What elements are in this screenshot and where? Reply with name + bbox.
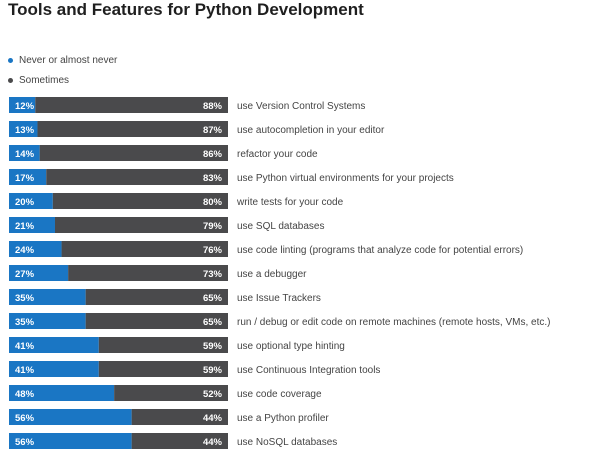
- data-label-never-7: 27%: [15, 269, 35, 280]
- bar-sometimes-5: [54, 217, 228, 233]
- bar-never-9: [9, 313, 86, 329]
- legend-item-never: Never or almost never: [8, 55, 117, 66]
- data-label-never-3: 17%: [15, 173, 35, 184]
- bar-never-8: [9, 289, 86, 305]
- legend-swatch-never: [8, 58, 13, 63]
- legend-item-sometimes: Sometimes: [8, 75, 69, 86]
- category-label-6: use code linting (programs that analyze …: [237, 245, 523, 256]
- category-label-10: use optional type hinting: [237, 341, 345, 352]
- data-label-sometimes-8: 65%: [203, 293, 223, 304]
- bar-never-5: [9, 217, 55, 233]
- bar-sometimes-7: [68, 265, 228, 281]
- bar-sometimes-1: [37, 121, 228, 137]
- data-label-sometimes-1: 87%: [203, 125, 223, 136]
- bar-never-4: [9, 193, 53, 209]
- data-label-never-12: 48%: [15, 389, 35, 400]
- category-label-8: use Issue Trackers: [237, 293, 321, 304]
- bar-never-6: [9, 241, 62, 257]
- bar-never-13: [9, 409, 132, 425]
- data-label-never-0: 12%: [15, 101, 35, 112]
- bar-sometimes-10: [98, 337, 228, 353]
- data-label-sometimes-6: 76%: [203, 245, 223, 256]
- legend-label-never: Never or almost never: [19, 55, 118, 66]
- data-label-never-6: 24%: [15, 245, 35, 256]
- bar-sometimes-0: [35, 97, 228, 113]
- chart-title: Tools and Features for Python Developmen…: [8, 0, 364, 19]
- bar-never-12: [9, 385, 115, 401]
- category-label-4: write tests for your code: [236, 197, 344, 208]
- bar-never-2: [9, 145, 40, 161]
- category-label-1: use autocompletion in your editor: [237, 125, 385, 136]
- bar-sometimes-11: [98, 361, 228, 377]
- category-label-13: use a Python profiler: [237, 413, 329, 424]
- bar-sometimes-14: [131, 433, 228, 449]
- bar-never-7: [9, 265, 69, 281]
- data-label-never-13: 56%: [15, 413, 35, 424]
- data-label-sometimes-7: 73%: [203, 269, 223, 280]
- data-label-never-2: 14%: [15, 149, 35, 160]
- bar-sometimes-4: [52, 193, 228, 209]
- bar-never-11: [9, 361, 99, 377]
- bar-sometimes-9: [85, 313, 229, 329]
- data-label-sometimes-10: 59%: [203, 341, 223, 352]
- legend-swatch-sometimes: [8, 78, 13, 83]
- data-label-sometimes-13: 44%: [203, 413, 223, 424]
- data-label-sometimes-9: 65%: [203, 317, 223, 328]
- bar-never-0: [9, 97, 36, 113]
- data-label-sometimes-12: 52%: [203, 389, 223, 400]
- bar-never-14: [9, 433, 132, 449]
- category-label-9: run / debug or edit code on remote machi…: [237, 317, 550, 328]
- category-label-12: use code coverage: [237, 389, 322, 400]
- data-label-sometimes-2: 86%: [203, 149, 223, 160]
- data-label-sometimes-3: 83%: [203, 173, 223, 184]
- data-label-never-9: 35%: [15, 317, 35, 328]
- bar-never-3: [9, 169, 47, 185]
- category-label-14: use NoSQL databases: [237, 437, 337, 448]
- data-label-never-4: 20%: [15, 197, 35, 208]
- data-label-sometimes-0: 88%: [203, 101, 223, 112]
- bar-never-10: [9, 337, 99, 353]
- bar-sometimes-12: [114, 385, 228, 401]
- category-label-5: use SQL databases: [237, 221, 324, 232]
- bar-sometimes-13: [131, 409, 228, 425]
- category-label-0: use Version Control Systems: [237, 101, 365, 112]
- category-label-11: use Continuous Integration tools: [237, 365, 380, 376]
- data-label-sometimes-5: 79%: [203, 221, 223, 232]
- bar-sometimes-8: [85, 289, 229, 305]
- data-label-never-14: 56%: [15, 437, 35, 448]
- data-label-sometimes-11: 59%: [203, 365, 223, 376]
- legend-label-sometimes: Sometimes: [19, 75, 70, 86]
- category-label-2: refactor your code: [237, 149, 318, 160]
- data-label-never-11: 41%: [15, 365, 35, 376]
- category-label-7: use a debugger: [237, 269, 307, 280]
- data-label-sometimes-4: 80%: [203, 197, 223, 208]
- data-label-never-10: 41%: [15, 341, 35, 352]
- bar-sometimes-2: [39, 145, 228, 161]
- bar-sometimes-3: [46, 169, 229, 185]
- data-label-never-5: 21%: [15, 221, 35, 232]
- data-label-never-8: 35%: [15, 293, 35, 304]
- bar-sometimes-6: [61, 241, 229, 257]
- bar-never-1: [9, 121, 38, 137]
- data-label-never-1: 13%: [15, 125, 35, 136]
- category-label-3: use Python virtual environments for your…: [237, 173, 454, 184]
- data-label-sometimes-14: 44%: [203, 437, 223, 448]
